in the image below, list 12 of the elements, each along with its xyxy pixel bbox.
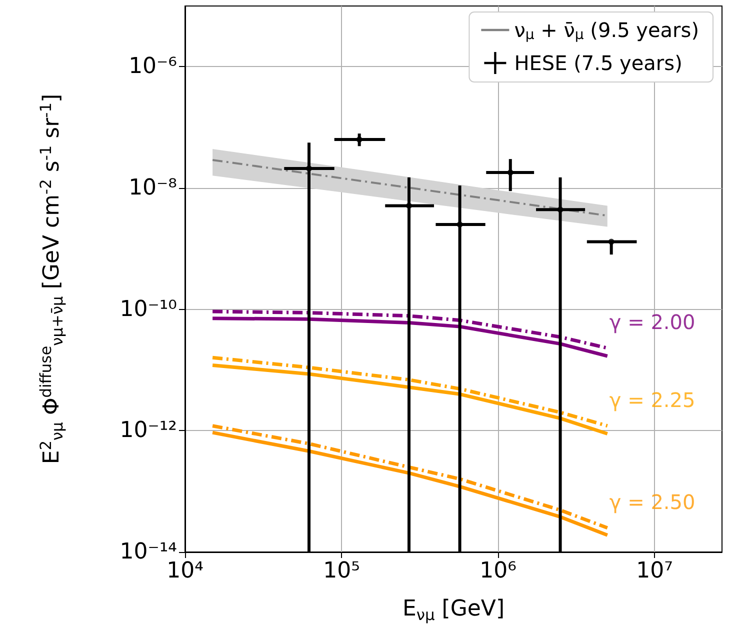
- y-tick-label: 10⁻⁶: [128, 54, 178, 80]
- y-tick-label: 10⁻¹⁰: [120, 296, 178, 322]
- x-tick-label: 10⁶: [480, 558, 517, 584]
- text: E2νμ Φdiffuseνμ+ν̄μ [GeV cm-2 s-1 sr-1]: [37, 94, 66, 464]
- y-tick-label: 10⁻¹²: [120, 418, 177, 444]
- y-tick-label: 10⁻⁸: [128, 176, 178, 200]
- annotation: γ = 2.50: [609, 490, 696, 514]
- x-tick-label: 10⁷: [636, 558, 673, 584]
- annotation: γ = 2.00: [609, 310, 696, 334]
- legend-label: HESE (7.5 years): [514, 51, 682, 75]
- x-tick-label: 10⁵: [323, 558, 360, 584]
- annotation: γ = 2.25: [609, 388, 696, 412]
